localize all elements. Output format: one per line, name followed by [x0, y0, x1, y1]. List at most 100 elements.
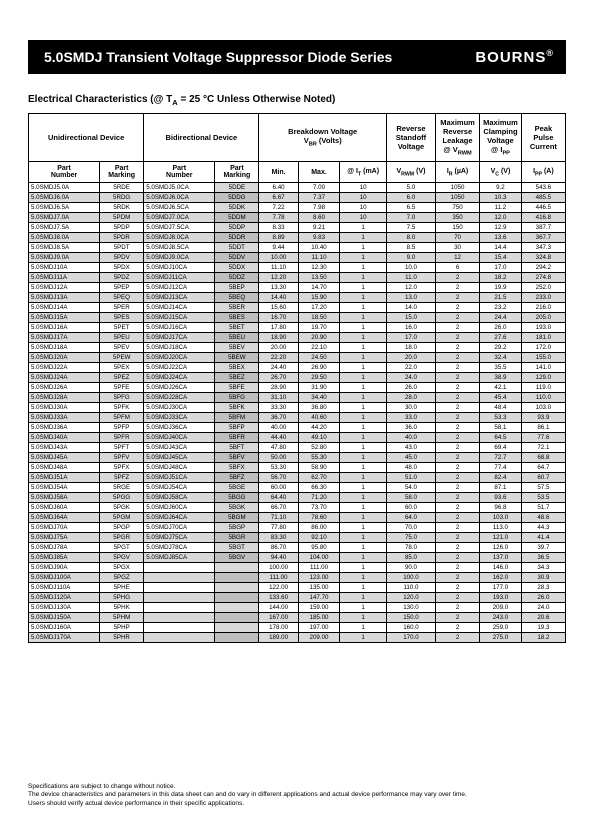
- table-cell: 64.5: [480, 433, 522, 443]
- table-cell: 12.0: [386, 283, 435, 293]
- table-row: 5.0SMDJ28A5PFG5.0SMDJ28CA5BFG31.1034.401…: [29, 393, 566, 403]
- table-cell: 1: [340, 523, 387, 533]
- table-cell: 48.6: [521, 513, 565, 523]
- table-cell: 9.2: [480, 183, 522, 193]
- table-cell: 36.0: [386, 423, 435, 433]
- table-cell: 5BEU: [215, 333, 259, 343]
- table-cell: 5BFM: [215, 413, 259, 423]
- table-row: 5.0SMDJ54A5RGE5.0SMDJ54CA5BGE60.0066.301…: [29, 483, 566, 493]
- table-cell: 47.80: [259, 443, 298, 453]
- table-cell: 5BEX: [215, 363, 259, 373]
- table-cell: 1: [340, 433, 387, 443]
- table-cell: 13.6: [480, 233, 522, 243]
- table-row: 5.0SMDJ12A5PEP5.0SMDJ12CA5BEP13.3014.701…: [29, 283, 566, 293]
- table-row: 5.0SMDJ13A5PEQ5.0SMDJ13CA5BEQ14.4015.901…: [29, 293, 566, 303]
- table-cell: 5BEW: [215, 353, 259, 363]
- table-cell: 60.7: [521, 473, 565, 483]
- table-cell: 33.30: [259, 403, 298, 413]
- table-cell: 1: [340, 493, 387, 503]
- table-cell: 77.6: [521, 433, 565, 443]
- th-unidirectional: Unidirectional Device: [29, 114, 144, 162]
- table-cell: 5PGV: [100, 553, 144, 563]
- table-cell: 5.0SMDJ36CA: [144, 423, 215, 433]
- footnote-2: The device characteristics and parameter…: [28, 791, 566, 799]
- table-cell: 5PEX: [100, 363, 144, 373]
- table-cell: 1: [340, 453, 387, 463]
- table-cell: 22.0: [386, 363, 435, 373]
- table-cell: 5PFR: [100, 433, 144, 443]
- table-cell: 5.0SMDJ12A: [29, 283, 100, 293]
- table-cell: 416.8: [521, 213, 565, 223]
- table-cell: 26.70: [259, 373, 298, 383]
- table-cell: 1: [340, 603, 387, 613]
- table-cell: 5BFR: [215, 433, 259, 443]
- table-cell: 60.0: [386, 503, 435, 513]
- table-cell: 5.0SMDJ36A: [29, 423, 100, 433]
- table-cell: 58.0: [386, 493, 435, 503]
- table-cell: 5.0SMDJ15A: [29, 313, 100, 323]
- table-cell: 5BFP: [215, 423, 259, 433]
- table-row: 5.0SMDJ36A5PFP5.0SMDJ36CA5BFP40.0044.201…: [29, 423, 566, 433]
- table-cell: 2: [435, 433, 479, 443]
- footnotes: Specifications are subject to change wit…: [28, 783, 566, 808]
- table-cell: 40.0: [386, 433, 435, 443]
- table-cell: [144, 583, 215, 593]
- table-cell: 103.0: [480, 513, 522, 523]
- table-cell: 141.0: [521, 363, 565, 373]
- table-cell: 8.60: [298, 213, 340, 223]
- table-cell: 52.80: [298, 443, 340, 453]
- table-row: 5.0SMDJ58A5PGG5.0SMDJ58CA5BGG64.4071.201…: [29, 493, 566, 503]
- table-cell: 123.00: [298, 573, 340, 583]
- table-cell: [215, 603, 259, 613]
- table-cell: 5.0SMDJ130A: [29, 603, 100, 613]
- table-cell: 2: [435, 463, 479, 473]
- table-cell: [144, 633, 215, 643]
- table-cell: 8.33: [259, 223, 298, 233]
- table-cell: 5PFK: [100, 403, 144, 413]
- table-cell: 5.0SMDJ160A: [29, 623, 100, 633]
- table-cell: 5.0SMDJ26A: [29, 383, 100, 393]
- table-cell: 10.00: [259, 253, 298, 263]
- table-cell: 2: [435, 583, 479, 593]
- table-cell: 48.4: [480, 403, 522, 413]
- table-row: 5.0SMDJ10A5PDX5.0SMDJ10CA5DDX11.1012.301…: [29, 263, 566, 273]
- table-cell: 14.4: [480, 243, 522, 253]
- table-cell: 2: [435, 443, 479, 453]
- table-cell: 24.40: [259, 363, 298, 373]
- table-cell: 5PDX: [100, 263, 144, 273]
- table-cell: 55.30: [298, 453, 340, 463]
- table-cell: 5BGP: [215, 523, 259, 533]
- table-cell: 5.0SMDJ100A: [29, 573, 100, 583]
- table-cell: 1: [340, 613, 387, 623]
- table-cell: 5BFE: [215, 383, 259, 393]
- table-cell: [215, 633, 259, 643]
- table-cell: 2: [435, 453, 479, 463]
- table-cell: 5.0SMDJ8.5A: [29, 243, 100, 253]
- characteristics-table: Unidirectional Device Bidirectional Devi…: [28, 113, 566, 643]
- table-cell: 7.78: [259, 213, 298, 223]
- table-row: 5.0SMDJ22A5PEX5.0SMDJ22CA5BEX24.4026.901…: [29, 363, 566, 373]
- table-cell: 170.0: [386, 633, 435, 643]
- table-row: 5.0SMDJ11A5PDZ5.0SMDJ11CA5DDZ12.2013.501…: [29, 273, 566, 283]
- table-cell: 5BGR: [215, 533, 259, 543]
- table-cell: 15.90: [298, 293, 340, 303]
- table-cell: 40.00: [259, 423, 298, 433]
- table-cell: 155.0: [521, 353, 565, 363]
- table-cell: 5.0SMDJ18A: [29, 343, 100, 353]
- table-cell: 2: [435, 403, 479, 413]
- table-cell: 5.0SMDJ22CA: [144, 363, 215, 373]
- table-cell: 1: [340, 623, 387, 633]
- table-cell: 5.0SMDJ54CA: [144, 483, 215, 493]
- table-cell: 92.10: [298, 533, 340, 543]
- table-cell: 5PEV: [100, 343, 144, 353]
- table-cell: 2: [435, 543, 479, 553]
- table-cell: 5.0SMDJ16A: [29, 323, 100, 333]
- table-cell: 10.3: [480, 193, 522, 203]
- table-cell: 1: [340, 573, 387, 583]
- table-cell: 5.0SMDJ58A: [29, 493, 100, 503]
- table-cell: 11.2: [480, 203, 522, 213]
- table-row: 5.0SMDJ15A5PES5.0SMDJ15CA5BES16.7018.501…: [29, 313, 566, 323]
- table-cell: 178.00: [259, 623, 298, 633]
- table-cell: 1: [340, 303, 387, 313]
- table-cell: 75.0: [386, 533, 435, 543]
